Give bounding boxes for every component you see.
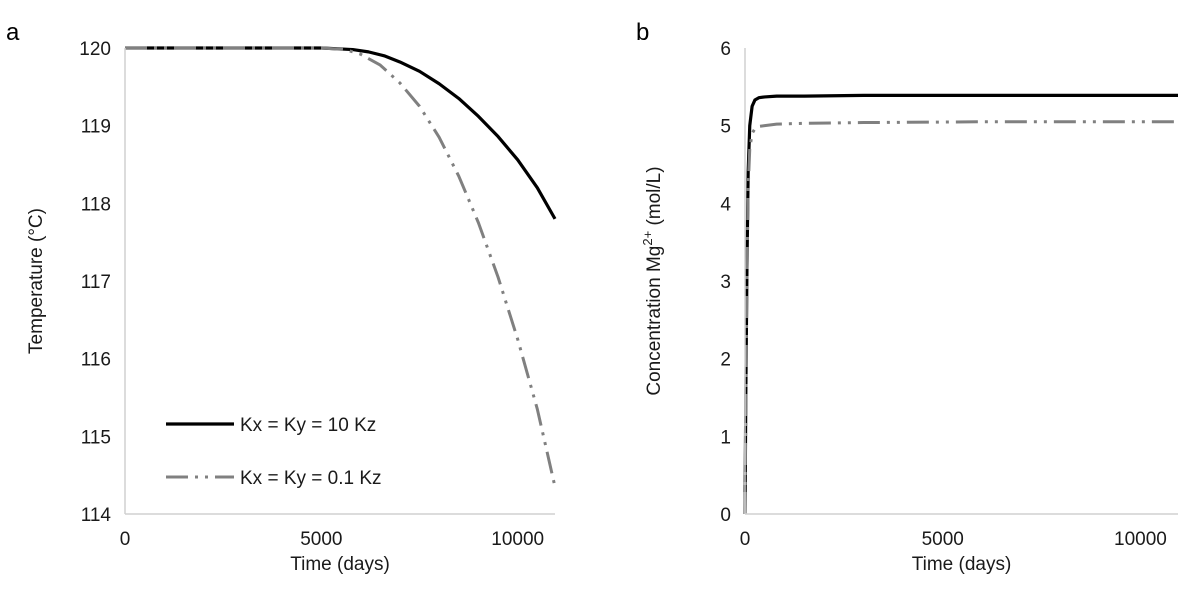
panel-b-series-lines (743, 93, 1178, 515)
panel-a-label: a (6, 19, 20, 46)
panel-b-y-axis-title: Concentration Mg2+ (mol/L) (640, 166, 665, 395)
b-x-tick-label: 10000 (1114, 529, 1167, 550)
panel-b-y-axis-title-superscript: 2+ (640, 231, 655, 246)
panel-a-x-axis-title: Time (days) (290, 554, 390, 575)
panel-b-x-ticks: 0 5000 10000 (740, 529, 1167, 550)
b-x-tick-label: 5000 (922, 529, 964, 550)
a-x-tick-label: 0 (120, 529, 131, 550)
b-y-tick-label: 0 (720, 505, 731, 526)
panel-b-x-axis-title: Time (days) (912, 554, 1012, 575)
b-y-tick-label: 4 (720, 194, 731, 215)
a-series-line-2 (125, 46, 557, 488)
panel-b-concentration-chart: b 0 1 2 3 4 5 6 0 5000 10000 Time (days) Concent… (636, 19, 1178, 575)
a-y-tick-label: 118 (81, 194, 111, 215)
panel-b-y-axis-title-unit: (mol/L) (644, 166, 665, 230)
b-y-tick-label: 5 (720, 117, 731, 138)
panel-b-label: b (636, 19, 649, 46)
a-y-tick-label: 119 (81, 117, 111, 138)
b-y-tick-label: 6 (720, 39, 731, 60)
panel-b-y-axis-title-main: Concentration Mg (644, 246, 665, 396)
panel-a-temperature-chart: a 114 115 116 117 118 119 120 0 5000 10000 Time … (6, 19, 557, 575)
a-y-tick-label: 116 (81, 350, 111, 371)
panel-a-x-ticks: 0 5000 10000 (120, 529, 544, 550)
panel-a-y-ticks: 114 115 116 117 118 119 120 (79, 39, 111, 526)
panel-a-legend: Kx = Ky = 10 Kz Kx = Ky = 0.1 Kz (166, 415, 382, 489)
b-series-line-1 (743, 93, 1178, 515)
a-y-tick-label: 115 (81, 427, 111, 448)
b-y-tick-label: 1 (720, 427, 731, 448)
panel-a-y-axis-title: Temperature (°C) (26, 208, 47, 354)
a-series-line-1 (125, 46, 557, 220)
a-x-tick-label: 5000 (300, 529, 342, 550)
b-series-line-2 (743, 120, 1178, 515)
a-x-tick-label: 10000 (491, 529, 544, 550)
b-y-tick-label: 2 (720, 350, 731, 371)
panel-b-y-ticks: 0 1 2 3 4 5 6 (720, 39, 731, 526)
a-y-tick-label: 117 (81, 272, 111, 293)
legend-label-1: Kx = Ky = 10 Kz (240, 415, 376, 436)
b-y-tick-label: 3 (720, 272, 731, 293)
panel-a-series-lines (125, 46, 557, 488)
a-y-tick-label: 114 (81, 505, 112, 526)
b-x-tick-label: 0 (740, 529, 751, 550)
a-y-tick-label: 120 (79, 39, 111, 60)
legend-label-2: Kx = Ky = 0.1 Kz (240, 468, 382, 489)
